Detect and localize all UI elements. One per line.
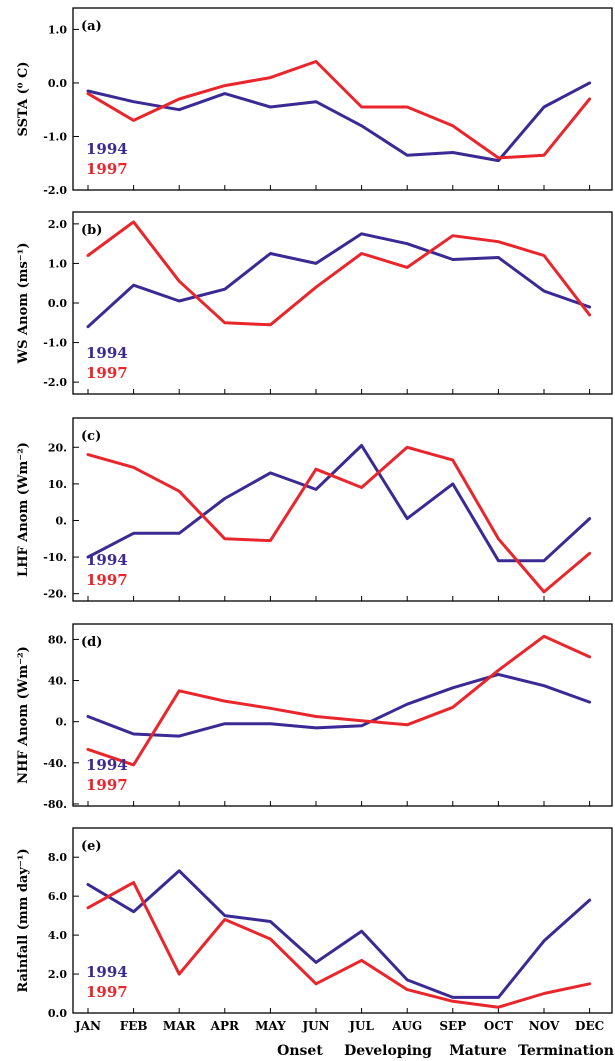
phase-label: Developing [344, 1043, 432, 1059]
y-axis-label: Rainfall (mm day⁻¹) [16, 848, 31, 992]
y-tick-label: 1.0 [48, 257, 67, 270]
series-line-1994 [86, 672, 592, 738]
series-line-1994 [86, 232, 592, 329]
y-tick-label: 8.0 [48, 851, 67, 864]
y-tick-label: 0.0 [48, 77, 67, 90]
panel-a: 1.0 0.0 -1.0 -2.0 SSTA (⁰ C) (a) 1994 1997 [16, 7, 613, 197]
x-tick-label: OCT [484, 1019, 513, 1033]
x-tick-label: JUN [301, 1019, 329, 1033]
y-tick-label: 10. [48, 478, 67, 491]
panel-label: (e) [81, 839, 102, 854]
x-tick-label: JUL [348, 1019, 374, 1033]
panel-label: (a) [81, 19, 102, 34]
series-line-1994 [86, 81, 592, 163]
legend-entry-1994: 1994 [86, 140, 128, 158]
legend-entry-1997: 1997 [86, 983, 128, 1001]
y-tick-label: 0. [56, 514, 67, 527]
x-tick-label: MAY [255, 1019, 286, 1033]
plot-frame [72, 623, 613, 807]
plot-frame [72, 827, 613, 1014]
series-line-1997 [86, 445, 592, 594]
y-tick-label: 20. [48, 441, 67, 454]
panel-label: (c) [81, 429, 101, 444]
y-tick-label: -20. [43, 588, 67, 601]
y-axis-label: LHF Anom (Wm⁻²) [16, 442, 31, 577]
y-tick-label: 0.0 [48, 1007, 67, 1020]
panel-label: (d) [81, 635, 102, 650]
y-tick-label: 2.0 [48, 968, 67, 981]
panel-label: (b) [81, 223, 102, 238]
y-tick-label: 80. [48, 633, 67, 646]
x-tick-label: MAR [163, 1019, 197, 1033]
series-line-1997 [86, 220, 592, 327]
phase-label: Onset [277, 1043, 323, 1059]
y-tick-label: 4.0 [48, 929, 67, 942]
y-axis-label: NHF Anom (Wm⁻²) [16, 646, 31, 784]
series-line-1997 [86, 634, 592, 767]
y-tick-label: -1.0 [43, 337, 67, 350]
legend-entry-1997: 1997 [86, 571, 128, 589]
legend-entry-1994: 1994 [86, 344, 128, 362]
y-tick-label: -1.0 [43, 130, 67, 143]
y-tick-label: 0. [56, 716, 67, 729]
y-tick-label: -10. [43, 551, 67, 564]
x-tick-label: FEB [120, 1019, 148, 1033]
plot-frame [72, 211, 613, 395]
y-tick-label: -2.0 [43, 184, 67, 197]
x-tick-label: AUG [391, 1019, 422, 1033]
panel-e: 8.0 6.0 4.0 2.0 0.0 Rainfall (mm day⁻¹) (e) 199… [16, 827, 613, 1020]
y-tick-label: 6.0 [48, 890, 67, 903]
plot-frame [72, 7, 613, 191]
x-tick-label: APR [210, 1019, 240, 1033]
y-tick-label: 40. [48, 675, 67, 688]
series-line-1997 [86, 60, 592, 160]
y-tick-label: -40. [43, 757, 67, 770]
y-tick-label: 1.0 [48, 23, 67, 36]
x-tick-label: SEP [439, 1019, 466, 1033]
legend-entry-1997: 1997 [86, 160, 128, 178]
x-tick-label: JAN [74, 1019, 101, 1033]
series-line-1997 [86, 881, 592, 1009]
y-axis-label: SSTA (⁰ C) [16, 62, 31, 137]
panel-d: 80. 40. 0. -40. -80. NHF Anom (Wm⁻²) (d) 1994 19… [16, 623, 613, 811]
phase-label: Mature [449, 1043, 507, 1059]
legend-entry-1994: 1994 [86, 756, 128, 774]
x-tick-label: DEC [575, 1019, 604, 1033]
y-tick-label: -80. [43, 798, 67, 811]
series-line-1994 [86, 444, 592, 563]
phase-label: Termination [518, 1043, 614, 1059]
legend-entry-1997: 1997 [86, 364, 128, 382]
panel-b: 2.0 1.0 0.0 -1.0 -2.0 WS Anom (ms⁻¹) (b) 1994 19… [16, 211, 613, 395]
plot-frame [72, 417, 613, 602]
legend-entry-1994: 1994 [86, 963, 128, 981]
y-tick-label: -2.0 [43, 376, 67, 389]
legend-entry-1994: 1994 [86, 551, 128, 569]
legend-entry-1997: 1997 [86, 776, 128, 794]
y-tick-label: 2.0 [48, 218, 67, 231]
y-axis-label: WS Anom (ms⁻¹) [16, 243, 31, 365]
series-line-1994 [86, 869, 592, 999]
panel-c: 20. 10. 0. -10. -20. LHF Anom (Wm⁻²) (c) 1994 19… [16, 417, 613, 602]
y-tick-label: 0.0 [48, 297, 67, 310]
x-tick-label: NOV [529, 1019, 560, 1033]
